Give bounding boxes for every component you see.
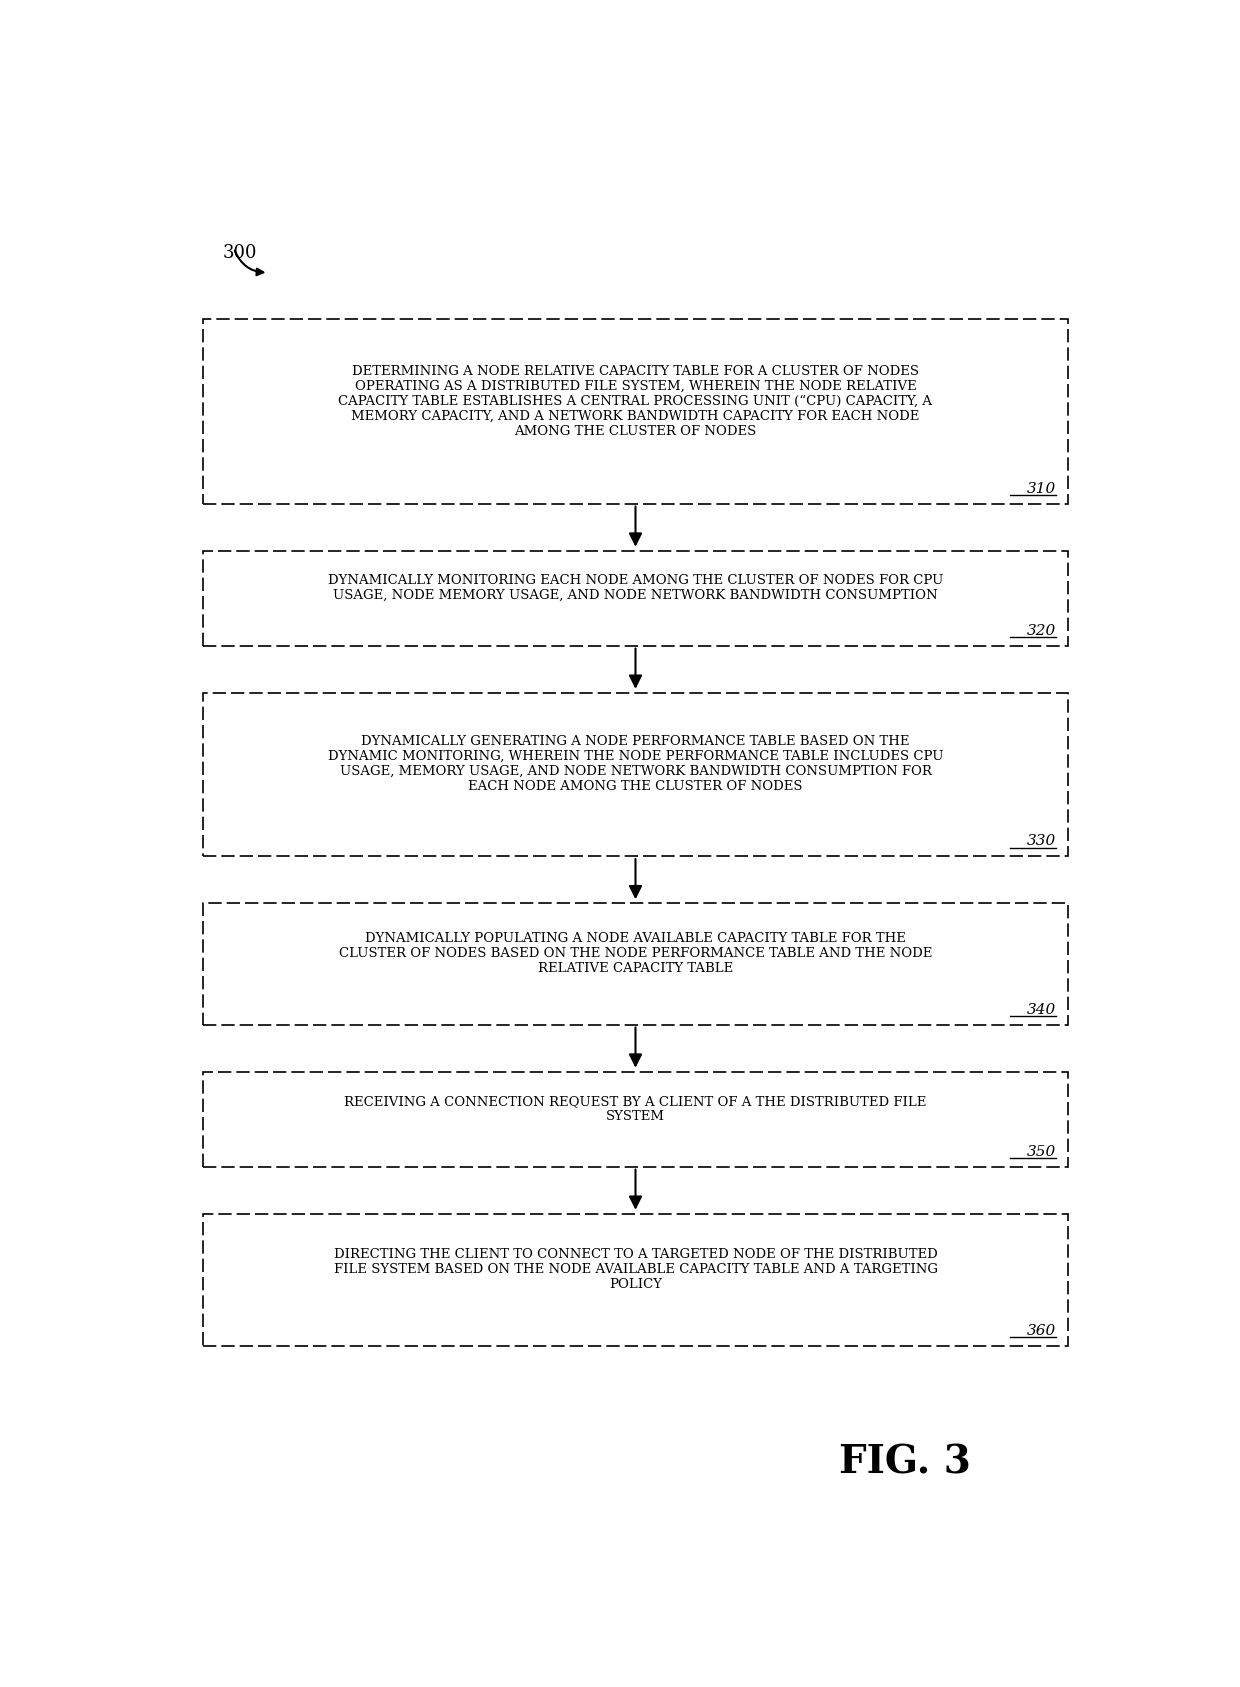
Text: FIG. 3: FIG. 3 [838,1444,971,1481]
Bar [203,693,1068,855]
Text: 320: 320 [1027,624,1056,638]
Text: 350: 350 [1027,1145,1056,1159]
Bar [203,319,1068,503]
Text: RECEIVING A CONNECTION REQUEST BY A CLIENT OF A THE DISTRIBUTED FILE
SYSTEM: RECEIVING A CONNECTION REQUEST BY A CLIE… [345,1095,926,1124]
Text: 310: 310 [1027,482,1056,496]
Text: 360: 360 [1027,1324,1056,1338]
Text: DETERMINING A NODE RELATIVE CAPACITY TABLE FOR A CLUSTER OF NODES
OPERATING AS A: DETERMINING A NODE RELATIVE CAPACITY TAB… [339,364,932,437]
Bar [203,1215,1068,1346]
Text: DYNAMICALLY MONITORING EACH NODE AMONG THE CLUSTER OF NODES FOR CPU
USAGE, NODE : DYNAMICALLY MONITORING EACH NODE AMONG T… [327,574,944,602]
Bar [203,904,1068,1024]
Text: 300: 300 [222,245,257,261]
Bar [203,1071,1068,1167]
Text: 340: 340 [1027,1002,1056,1017]
Text: 330: 330 [1027,835,1056,849]
Text: DYNAMICALLY GENERATING A NODE PERFORMANCE TABLE BASED ON THE
DYNAMIC MONITORING,: DYNAMICALLY GENERATING A NODE PERFORMANC… [327,736,944,793]
Text: DIRECTING THE CLIENT TO CONNECT TO A TARGETED NODE OF THE DISTRIBUTED
FILE SYSTE: DIRECTING THE CLIENT TO CONNECT TO A TAR… [334,1248,937,1291]
Bar [203,552,1068,646]
Text: DYNAMICALLY POPULATING A NODE AVAILABLE CAPACITY TABLE FOR THE
CLUSTER OF NODES : DYNAMICALLY POPULATING A NODE AVAILABLE … [339,933,932,975]
